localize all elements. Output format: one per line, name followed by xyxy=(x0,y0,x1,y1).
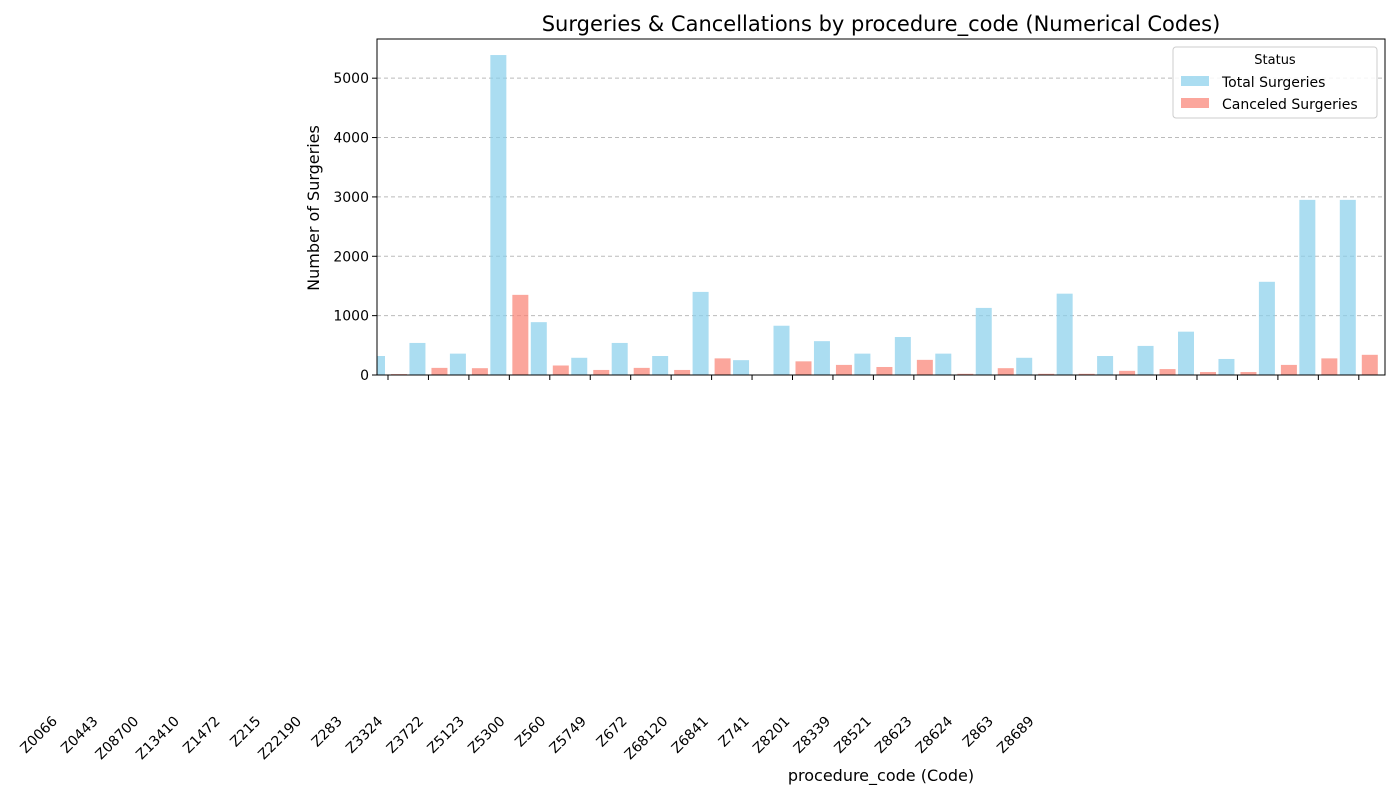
gridlines xyxy=(377,77,1385,317)
x-tick-label: Z8623 xyxy=(872,714,915,757)
x-tick-label: Z8521 xyxy=(832,714,875,757)
x-tick-label: Z5300 xyxy=(465,714,508,757)
x-tick-label: Z5749 xyxy=(547,714,590,757)
bar-canceled-surgeries xyxy=(957,373,974,375)
x-tick-label: Z3722 xyxy=(384,714,427,757)
bar-canceled-surgeries xyxy=(1078,373,1095,375)
bar-total-surgeries xyxy=(377,356,385,375)
x-tick-label: Z22190 xyxy=(255,714,305,764)
bar-total-surgeries xyxy=(530,322,547,375)
x-tick-label: Z1472 xyxy=(180,714,223,757)
y-axis: 0 1000 2000 3000 4000 5000 xyxy=(333,71,377,384)
x-tick-label: Z68120 xyxy=(622,714,672,764)
bar-canceled-surgeries xyxy=(1119,370,1136,375)
bar-canceled-surgeries xyxy=(1200,372,1216,375)
legend-title: Status xyxy=(1254,53,1296,68)
bar-total-surgeries xyxy=(1258,281,1275,375)
bar-canceled-surgeries xyxy=(876,366,893,375)
bar-total-surgeries xyxy=(813,341,830,375)
x-tick-label: Z672 xyxy=(594,714,631,751)
x-tick-label: Z0066 xyxy=(18,713,61,756)
bar-canceled-surgeries xyxy=(1159,369,1176,375)
x-tick-label: Z8201 xyxy=(750,714,793,757)
bar-canceled-surgeries xyxy=(552,365,569,375)
bar-canceled-surgeries xyxy=(1321,358,1338,375)
bar-canceled-surgeries xyxy=(471,368,488,375)
bar-total-surgeries xyxy=(1339,199,1356,375)
chart-title: Surgeries & Cancellations by procedure_c… xyxy=(542,12,1221,37)
bar-total-surgeries xyxy=(490,55,507,376)
bar-canceled-surgeries xyxy=(916,359,933,375)
bar-canceled-surgeries xyxy=(431,367,448,375)
bar-total-surgeries xyxy=(854,353,871,375)
legend-swatch-canceled xyxy=(1181,98,1209,108)
legend-label-total: Total Surgeries xyxy=(1221,75,1325,91)
bar-total-surgeries xyxy=(773,325,790,375)
bar-total-surgeries xyxy=(1056,293,1073,375)
bar-canceled-surgeries xyxy=(1280,364,1297,375)
bar-total-surgeries xyxy=(449,353,466,375)
legend-label-canceled: Canceled Surgeries xyxy=(1222,97,1358,113)
y-tick-label: 0 xyxy=(360,368,369,384)
bar-total-surgeries xyxy=(1137,345,1154,375)
bar-total-surgeries xyxy=(1097,356,1114,375)
x-axis-label: procedure_code (Code) xyxy=(788,766,974,786)
x-tick-label: Z5123 xyxy=(425,714,468,757)
x-tick-label: Z6841 xyxy=(669,714,712,757)
bar-canceled-surgeries xyxy=(1038,373,1055,375)
bar-canceled-surgeries xyxy=(512,294,529,375)
bar-canceled-surgeries xyxy=(714,358,731,375)
bars xyxy=(377,55,1378,376)
bar-total-surgeries xyxy=(1299,199,1316,375)
plot-frame xyxy=(376,38,1386,376)
bar-canceled-surgeries xyxy=(674,369,691,375)
x-tick-label: Z283 xyxy=(309,714,346,751)
x-tick-label: Z863 xyxy=(960,714,997,751)
x-tick-label: Z8624 xyxy=(913,713,956,756)
legend-frame xyxy=(1172,46,1378,119)
x-tick-label: Z741 xyxy=(716,714,753,751)
x-tick-label: Z08700 xyxy=(93,714,143,764)
y-tick-label: 1000 xyxy=(333,309,369,325)
bar-canceled-surgeries xyxy=(1361,354,1378,375)
bar-total-surgeries xyxy=(894,337,911,375)
x-tick-label: Z13410 xyxy=(133,714,183,764)
bar-total-surgeries xyxy=(975,307,992,375)
bar-total-surgeries xyxy=(935,353,952,375)
legend: Status Total Surgeries Canceled Surgerie… xyxy=(1172,46,1378,119)
bar-canceled-surgeries xyxy=(1240,372,1257,375)
y-tick-label: 4000 xyxy=(333,131,369,147)
x-tick-label: Z8689 xyxy=(994,714,1037,757)
y-axis-label: Number of Surgeries xyxy=(304,125,323,291)
bar-total-surgeries xyxy=(1178,331,1194,375)
y-tick-label: 5000 xyxy=(333,71,369,87)
bar-canceled-surgeries xyxy=(835,364,852,375)
bar-total-surgeries xyxy=(1016,357,1033,375)
bar-canceled-surgeries xyxy=(593,369,610,375)
bar-total-surgeries xyxy=(733,360,750,375)
x-tick-label: Z215 xyxy=(227,714,264,751)
bar-total-surgeries xyxy=(611,342,628,375)
y-tick-label: 3000 xyxy=(333,190,369,206)
bar-canceled-surgeries xyxy=(633,367,650,375)
x-tick-label: Z560 xyxy=(512,714,549,751)
bar-total-surgeries xyxy=(571,357,588,375)
y-tick-label: 2000 xyxy=(333,249,369,265)
x-tick-label: Z3324 xyxy=(343,713,386,756)
bar-total-surgeries xyxy=(652,356,669,375)
bar-total-surgeries xyxy=(409,342,426,375)
bar-total-surgeries xyxy=(692,291,709,375)
bar-canceled-surgeries xyxy=(997,368,1014,375)
x-tick-label: Z8339 xyxy=(791,714,834,757)
bar-canceled-surgeries xyxy=(795,361,812,375)
legend-swatch-total xyxy=(1181,76,1209,86)
bar-total-surgeries xyxy=(1218,358,1235,375)
